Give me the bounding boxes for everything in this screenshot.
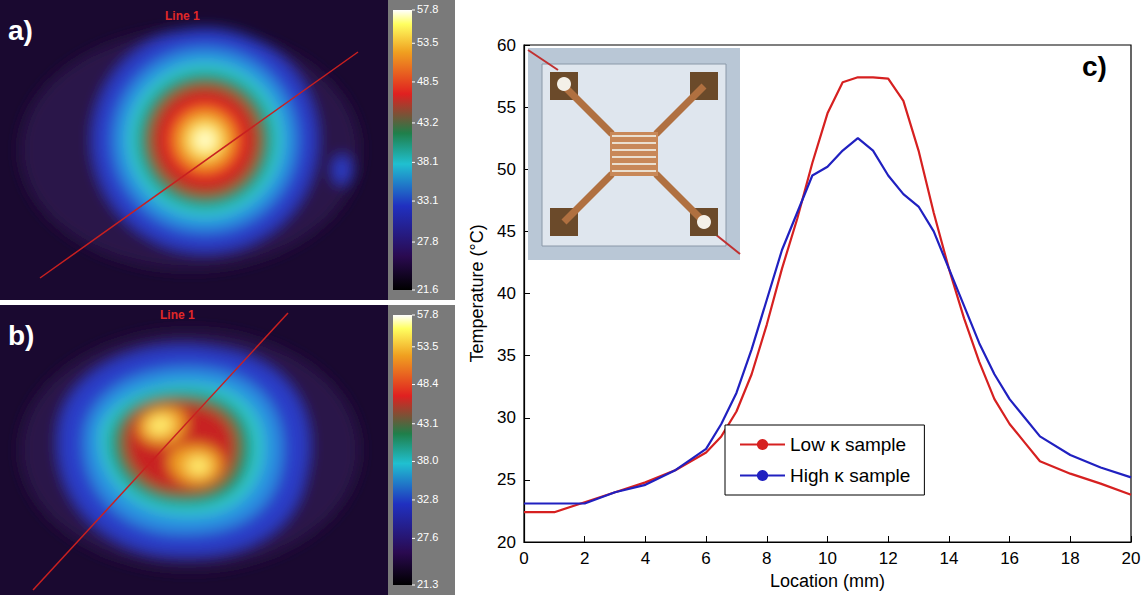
svg-text:33.1: 33.1 <box>417 194 438 206</box>
svg-text:c): c) <box>1082 51 1107 82</box>
svg-text:12: 12 <box>879 549 898 568</box>
svg-text:20: 20 <box>1122 549 1141 568</box>
svg-text:10: 10 <box>818 549 837 568</box>
svg-text:Line 1: Line 1 <box>160 308 195 322</box>
svg-text:38.0: 38.0 <box>417 454 438 466</box>
svg-text:60: 60 <box>497 36 516 55</box>
svg-text:Temperature (°C): Temperature (°C) <box>467 224 487 362</box>
svg-text:27.6: 27.6 <box>417 531 438 543</box>
svg-text:2: 2 <box>580 549 589 568</box>
svg-text:16: 16 <box>1000 549 1019 568</box>
svg-text:Line 1: Line 1 <box>165 9 200 23</box>
svg-text:b): b) <box>8 320 34 351</box>
svg-text:53.5: 53.5 <box>417 340 438 352</box>
svg-text:40: 40 <box>497 284 516 303</box>
svg-text:48.4: 48.4 <box>417 377 438 389</box>
svg-text:18: 18 <box>1061 549 1080 568</box>
svg-text:43.2: 43.2 <box>417 116 438 128</box>
svg-text:21.3: 21.3 <box>417 578 438 590</box>
svg-text:a): a) <box>8 15 33 46</box>
svg-text:57.8: 57.8 <box>417 308 438 320</box>
svg-text:14: 14 <box>939 549 958 568</box>
svg-text:4: 4 <box>641 549 650 568</box>
svg-text:45: 45 <box>497 222 516 241</box>
svg-text:57.8: 57.8 <box>417 3 438 15</box>
svg-text:High κ sample: High κ sample <box>790 465 910 486</box>
svg-text:48.5: 48.5 <box>417 75 438 87</box>
svg-text:25: 25 <box>497 470 516 489</box>
svg-text:43.1: 43.1 <box>417 417 438 429</box>
svg-text:32.8: 32.8 <box>417 493 438 505</box>
svg-text:21.6: 21.6 <box>417 283 438 295</box>
svg-text:50: 50 <box>497 160 516 179</box>
svg-text:35: 35 <box>497 346 516 365</box>
svg-text:Low κ sample: Low κ sample <box>790 434 906 455</box>
svg-text:30: 30 <box>497 408 516 427</box>
svg-text:38.1: 38.1 <box>417 155 438 167</box>
svg-text:8: 8 <box>762 549 771 568</box>
svg-text:0: 0 <box>519 549 528 568</box>
svg-text:27.8: 27.8 <box>417 235 438 247</box>
svg-text:Location (mm): Location (mm) <box>770 571 885 591</box>
svg-text:55: 55 <box>497 98 516 117</box>
svg-text:20: 20 <box>497 533 516 552</box>
svg-text:53.5: 53.5 <box>417 36 438 48</box>
svg-text:6: 6 <box>701 549 710 568</box>
